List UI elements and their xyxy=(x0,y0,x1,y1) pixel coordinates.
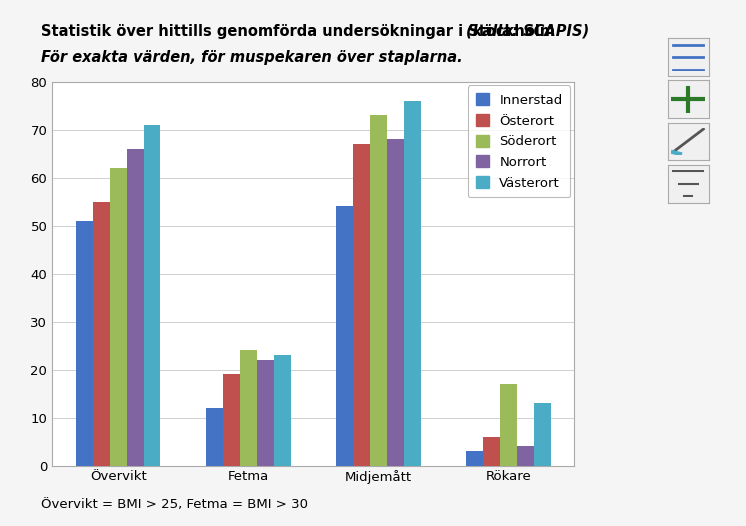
Bar xyxy=(206,408,223,466)
Bar xyxy=(336,206,353,466)
Bar xyxy=(127,149,143,466)
Bar xyxy=(370,115,387,466)
Bar xyxy=(404,101,421,466)
Bar xyxy=(274,355,290,466)
Bar xyxy=(239,350,257,466)
Text: Övervikt = BMI > 25, Fetma = BMI > 30: Övervikt = BMI > 25, Fetma = BMI > 30 xyxy=(41,498,308,511)
Bar xyxy=(257,360,274,466)
Bar xyxy=(517,446,534,466)
Bar xyxy=(483,437,500,466)
Bar xyxy=(466,451,483,466)
Text: (källa: SCAPIS): (källa: SCAPIS) xyxy=(466,24,589,39)
Text: För exakta värden, för muspekaren över staplarna.: För exakta värden, för muspekaren över s… xyxy=(41,50,463,65)
Bar xyxy=(223,375,239,466)
Legend: Innerstad, Österort, Söderort, Norrort, Västerort: Innerstad, Österort, Söderort, Norrort, … xyxy=(468,86,571,197)
Bar xyxy=(93,201,110,466)
Bar xyxy=(387,139,404,466)
Text: Statistik över hittills genomförda undersökningar i Stockholm: Statistik över hittills genomförda under… xyxy=(41,24,560,39)
Bar xyxy=(76,221,93,466)
Bar xyxy=(500,384,517,466)
Bar xyxy=(143,125,160,466)
Bar xyxy=(534,403,551,466)
Bar xyxy=(110,168,127,466)
Bar xyxy=(353,144,370,466)
